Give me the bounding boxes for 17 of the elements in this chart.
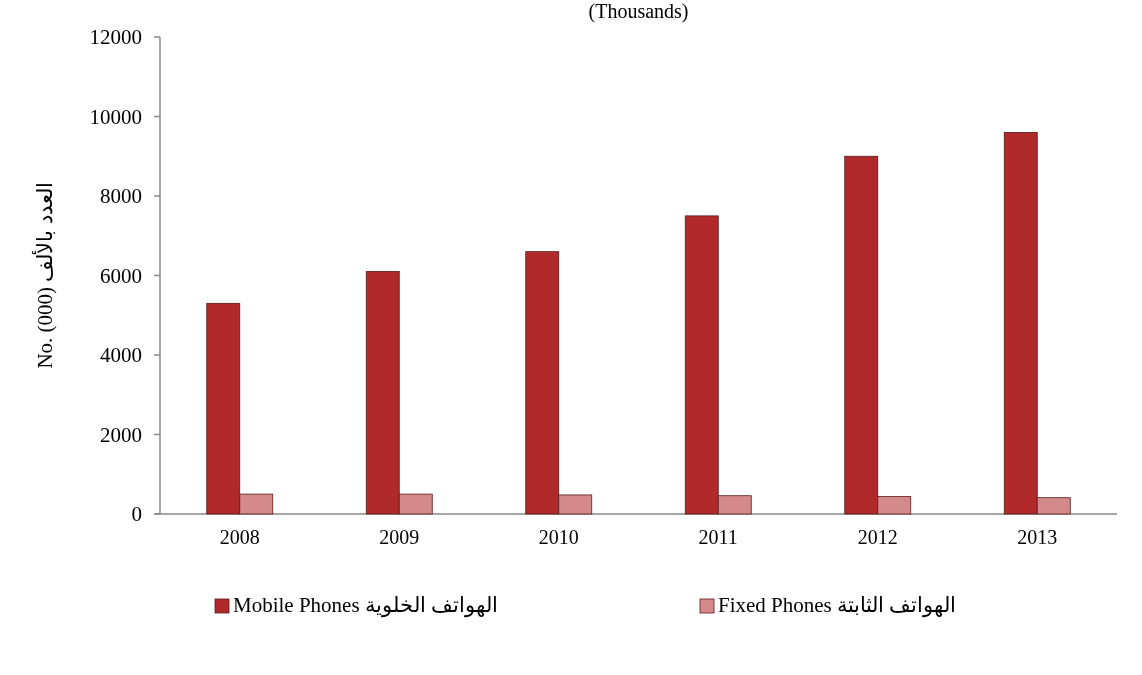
y-tick-label: 10000 [89, 104, 142, 129]
x-tick-label: 2011 [698, 526, 738, 548]
legend-label: Fixed Phones الهواتف الثابتة [718, 593, 957, 618]
y-tick-label: 4000 [100, 343, 142, 367]
legend-label: Mobile Phones الهواتف الخلوية [233, 593, 499, 618]
x-tick-label: 2013 [1017, 526, 1058, 548]
y-tick-label: 8000 [100, 184, 142, 208]
x-tick-label: 2008 [219, 526, 260, 548]
y-tick-label: 2000 [100, 422, 142, 447]
y-tick-label: 6000 [100, 263, 142, 288]
x-tick-label: 2009 [379, 526, 420, 548]
chart-title: (Thousands) [588, 0, 689, 23]
y-tick-label: 0 [131, 502, 142, 526]
y-tick-label: 12000 [89, 25, 142, 49]
x-tick-label: 2010 [538, 526, 579, 548]
x-tick-label: 2012 [857, 526, 898, 548]
y-axis-title: No. (000) العدد بالألف [31, 182, 57, 369]
